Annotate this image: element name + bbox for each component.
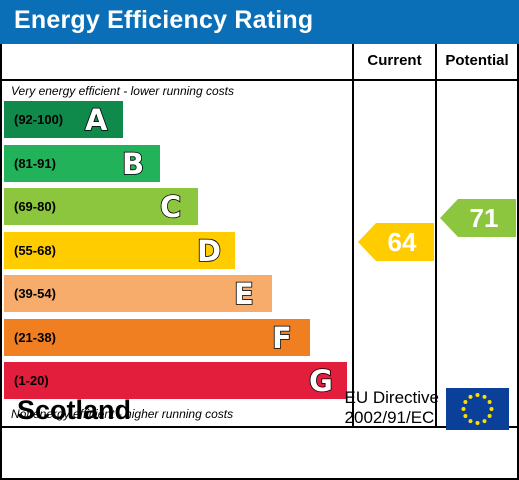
flag-star	[463, 400, 468, 404]
flag-star	[475, 421, 480, 425]
current-column-divider	[352, 44, 354, 426]
band-letter: F	[271, 320, 292, 356]
band-letter: A	[84, 102, 108, 138]
flag-star	[482, 394, 487, 399]
current-rating-value: 64	[387, 227, 417, 257]
band-letter: B	[121, 146, 145, 182]
footer-divider	[2, 426, 517, 428]
directive-line-2: 2002/91/EC	[344, 408, 435, 427]
band-range: (92-100)	[14, 112, 64, 127]
band-e: (39-54) E	[4, 275, 272, 312]
header-divider	[2, 79, 517, 81]
flag-star	[489, 407, 494, 411]
band-f: (21-38) F	[4, 319, 310, 356]
band-range: (69-80)	[14, 199, 56, 214]
band-range: (55-68)	[14, 243, 56, 258]
potential-column-divider	[435, 44, 437, 426]
eu-directive-label: EU Directive 2002/91/EC	[345, 388, 439, 428]
band-range: (39-54)	[14, 286, 56, 301]
flag-star	[468, 394, 473, 399]
band-letter: C	[159, 189, 182, 225]
flag-star	[461, 407, 466, 411]
directive-line-1: EU Directive	[344, 388, 439, 407]
potential-rating-arrow: 71	[440, 199, 516, 237]
potential-rating-value: 71	[469, 203, 499, 233]
eu-flag-icon	[446, 388, 509, 430]
band-b: (81-91) B	[4, 145, 160, 182]
inefficient-note: Not energy efficient - higher running co…	[11, 407, 234, 421]
flag-star	[468, 419, 473, 424]
band-range: (81-91)	[14, 156, 56, 171]
band-g: (1-20) G	[4, 362, 347, 399]
flag-star	[475, 393, 480, 397]
current-arrow-shape	[358, 223, 434, 261]
flag-star	[482, 419, 487, 424]
current-column-header: Current	[367, 52, 422, 69]
country-label: Scotland	[17, 395, 132, 425]
potential-arrow-shape	[440, 199, 516, 237]
flag-star	[463, 414, 468, 418]
current-rating-arrow: 64	[358, 223, 434, 261]
flag-star	[487, 400, 492, 404]
band-range: (1-20)	[14, 373, 49, 388]
band-letter: G	[308, 363, 333, 399]
eu-flag-stars	[461, 393, 494, 425]
band-letter: E	[233, 276, 254, 312]
flag-star	[487, 414, 492, 418]
potential-column-header: Potential	[445, 52, 509, 69]
band-c: (69-80) C	[4, 188, 198, 225]
chart-title: Energy Efficiency Rating	[14, 6, 314, 34]
band-d: (55-68) D	[4, 232, 235, 269]
efficient-note: Very energy efficient - lower running co…	[11, 84, 234, 98]
band-letter: D	[196, 233, 222, 269]
band-range: (21-38)	[14, 330, 56, 345]
rating-grid: Current Potential Very energy efficient …	[0, 44, 519, 480]
title-bar: Energy Efficiency Rating	[0, 0, 519, 44]
band-a: (92-100) A	[4, 101, 123, 138]
